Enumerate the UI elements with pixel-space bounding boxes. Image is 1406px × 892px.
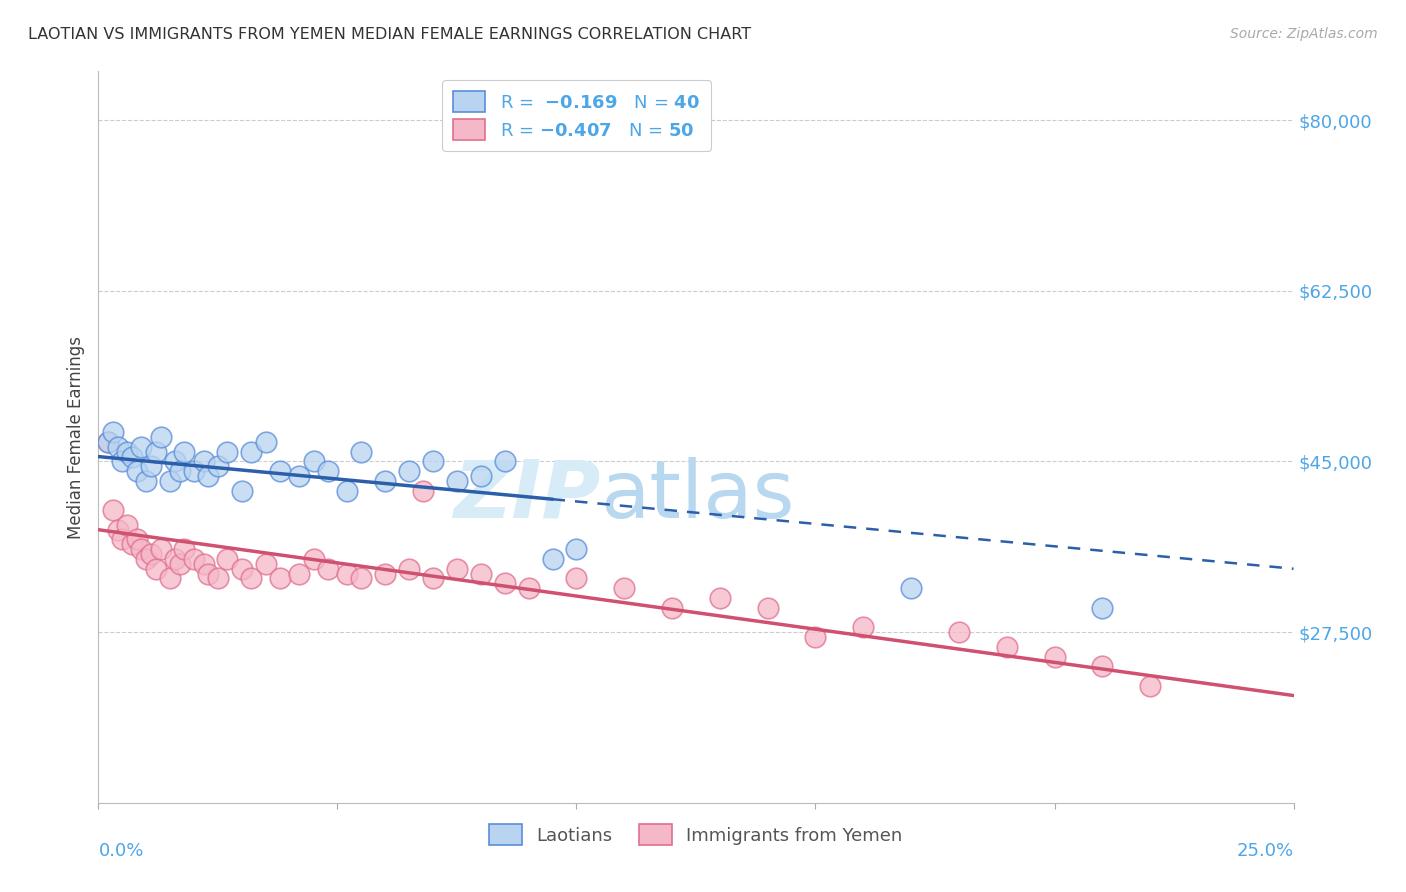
Point [149,430,172,444]
Point [517,581,540,595]
Point [135,552,157,566]
Point [541,552,564,566]
Point [163,552,186,566]
Point [135,474,157,488]
Point [139,459,162,474]
Point [374,566,396,581]
Point [145,444,167,458]
Point [494,576,516,591]
Text: 0.0%: 0.0% [98,842,143,860]
Point [197,566,219,581]
Point [169,557,191,571]
Point [97,434,120,449]
Point [446,474,468,488]
Point [302,552,325,566]
Point [101,425,124,440]
Point [254,557,277,571]
Point [240,572,263,586]
Point [852,620,875,634]
Point [398,464,420,478]
Point [350,444,373,458]
Point [193,557,215,571]
Point [173,444,195,458]
Point [398,562,420,576]
Point [125,464,148,478]
Point [197,469,219,483]
Point [948,625,970,640]
Point [470,469,492,483]
Point [207,572,229,586]
Point [804,630,827,644]
Text: LAOTIAN VS IMMIGRANTS FROM YEMEN MEDIAN FEMALE EARNINGS CORRELATION CHART: LAOTIAN VS IMMIGRANTS FROM YEMEN MEDIAN … [28,27,751,42]
Point [97,434,120,449]
Point [115,444,138,458]
Point [111,454,134,468]
Point [336,483,359,498]
Point [193,454,215,468]
Point [422,454,444,468]
Point [101,503,124,517]
Point [131,440,153,454]
Point [613,581,636,595]
Point [240,444,263,458]
Point [111,533,134,547]
Point [288,566,311,581]
Point [159,474,181,488]
Point [470,566,492,581]
Point [446,562,468,576]
Point [173,542,195,557]
Point [756,600,779,615]
Point [288,469,311,483]
Point [1091,600,1114,615]
Point [565,542,588,557]
Point [231,562,253,576]
Point [145,562,167,576]
Point [254,434,277,449]
Point [1043,649,1066,664]
Point [183,552,205,566]
Point [269,572,291,586]
Point [107,440,129,454]
Point [302,454,325,468]
Point [661,600,683,615]
Point [1091,659,1114,673]
Point [1139,679,1161,693]
Text: Source: ZipAtlas.com: Source: ZipAtlas.com [1230,27,1378,41]
Point [121,537,143,551]
Point [336,566,359,581]
Point [995,640,1018,654]
Point [159,572,181,586]
Point [412,483,434,498]
Point [494,454,516,468]
Point [231,483,253,498]
Point [900,581,922,595]
Point [163,454,186,468]
Point [115,517,138,532]
Point [374,474,396,488]
Point [131,542,153,557]
Point [422,572,444,586]
Point [107,523,129,537]
Point [125,533,148,547]
Point [316,562,339,576]
Point [217,444,239,458]
Point [121,450,143,464]
Point [183,464,205,478]
Point [350,572,373,586]
Point [169,464,191,478]
Point [217,552,239,566]
Y-axis label: Median Female Earnings: Median Female Earnings [66,335,84,539]
Point [709,591,731,605]
Point [565,572,588,586]
Point [269,464,291,478]
Text: ZIP: ZIP [453,457,600,534]
Point [149,542,172,557]
Point [207,459,229,474]
Text: 25.0%: 25.0% [1236,842,1294,860]
Legend: Laotians, Immigrants from Yemen: Laotians, Immigrants from Yemen [482,817,910,852]
Point [316,464,339,478]
Point [139,547,162,561]
Text: atlas: atlas [600,457,794,534]
